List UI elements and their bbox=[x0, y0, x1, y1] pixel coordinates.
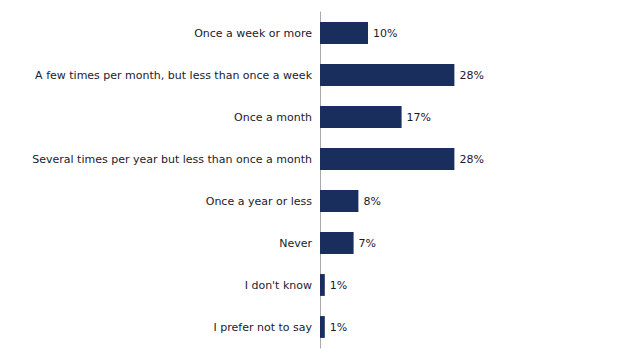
svg-text:Several times per year but les: Several times per year but less than onc… bbox=[32, 153, 312, 166]
svg-text:I don't know: I don't know bbox=[245, 279, 312, 292]
svg-text:A few times per month, but les: A few times per month, but less than onc… bbox=[35, 69, 313, 82]
svg-text:7%: 7% bbox=[359, 237, 376, 250]
svg-text:8%: 8% bbox=[363, 195, 380, 208]
svg-text:10%: 10% bbox=[373, 27, 397, 40]
svg-text:1%: 1% bbox=[330, 279, 347, 292]
svg-text:Once a year or less: Once a year or less bbox=[206, 195, 313, 208]
svg-text:Never: Never bbox=[279, 237, 312, 250]
svg-text:28%: 28% bbox=[459, 153, 483, 166]
svg-text:Once a month: Once a month bbox=[234, 111, 312, 124]
svg-text:I prefer not to say: I prefer not to say bbox=[214, 321, 313, 334]
svg-text:Once a week or more: Once a week or more bbox=[194, 27, 312, 40]
svg-text:28%: 28% bbox=[459, 69, 483, 82]
svg-text:1%: 1% bbox=[330, 321, 347, 334]
svg-text:17%: 17% bbox=[407, 111, 431, 124]
